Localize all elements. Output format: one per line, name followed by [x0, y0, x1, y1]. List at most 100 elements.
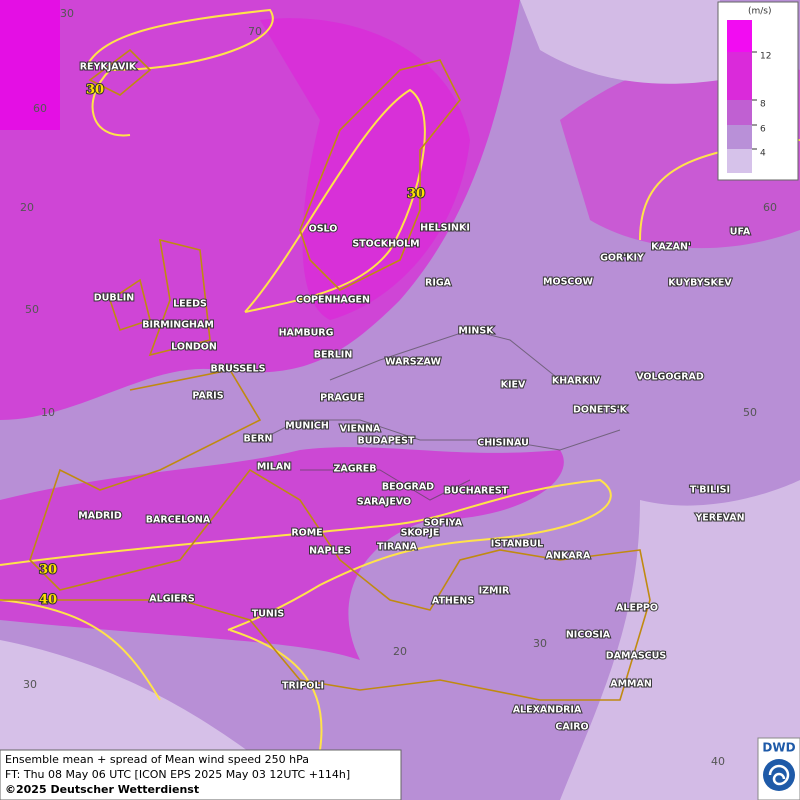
- graticule-label: 70: [248, 25, 262, 38]
- city-label: KAZAN': [651, 242, 691, 253]
- city-label: KHARKIV: [552, 376, 601, 387]
- copyright: ©2025 Deutscher Wetterdienst: [5, 783, 199, 796]
- city-label: VOLGOGRAD: [636, 372, 704, 383]
- city-label: OSLO: [309, 224, 338, 235]
- contour-40: [0, 599, 323, 751]
- contour-label: 40: [39, 593, 57, 608]
- city-label: DAMASCUS: [606, 651, 667, 662]
- legend-swatch: [727, 20, 752, 52]
- city-label: BEOGRAD: [382, 482, 434, 493]
- jet-south: [0, 447, 564, 660]
- city-label: TUNIS: [252, 609, 285, 620]
- legend: (m/s) 12 8 6 4: [717, 1, 799, 181]
- city-label: SOFIYA: [424, 518, 463, 529]
- legend-ticks: 12 8 6 4: [752, 51, 771, 159]
- city-label: NAPLES: [309, 546, 351, 557]
- contour-label: 30: [407, 187, 425, 202]
- city-label: NICOSIA: [566, 630, 611, 641]
- city-label: MILAN: [257, 462, 291, 473]
- city-label: BRUSSELS: [211, 364, 266, 375]
- city-label: YEREVAN: [694, 513, 744, 524]
- city-label: STOCKHOLM: [352, 239, 419, 250]
- city-label: BUCHAREST: [444, 486, 509, 497]
- graticule-label: 50: [743, 406, 757, 419]
- city-label: LEEDS: [173, 299, 207, 310]
- graticule-label: 30: [60, 7, 74, 20]
- city-label: MADRID: [78, 511, 122, 522]
- graticule-label: 20: [20, 201, 34, 214]
- jet-max: [260, 18, 470, 321]
- legend-swatch: [727, 149, 752, 173]
- city-label: UFA: [730, 227, 751, 238]
- caption-box: [0, 749, 402, 800]
- city-label: ALEXANDRIA: [513, 705, 582, 716]
- city-label: BERLIN: [314, 350, 353, 361]
- legend-swatch: [727, 125, 752, 149]
- contour-label: 30: [86, 83, 104, 98]
- city-label: TRIPOLI: [282, 681, 324, 692]
- city-label: T'BILISI: [690, 485, 730, 496]
- borders: [259, 329, 621, 501]
- calm-area: [520, 0, 720, 84]
- city-label: BIRMINGHAM: [142, 320, 214, 331]
- logo-swirl: [768, 764, 790, 786]
- city-label: CHISINAU: [477, 438, 529, 449]
- city-label: SKOPJE: [401, 528, 440, 539]
- caption-line: Ensemble mean + spread of Mean wind spee…: [5, 753, 309, 766]
- contour-30: [0, 478, 612, 631]
- city-label: ALEPPO: [616, 603, 658, 614]
- city-label: WARSZAW: [385, 357, 441, 368]
- legend-unit: (m/s): [748, 7, 772, 17]
- coastlines: [0, 48, 651, 701]
- city-label: LONDON: [171, 342, 217, 353]
- city-label: SARAJEVO: [357, 497, 411, 508]
- city-label: MINSK: [458, 326, 494, 337]
- city-label: BERN: [244, 434, 273, 445]
- legend-swatch: [727, 52, 752, 100]
- contour-labels: 30 30 30 40: [38, 82, 426, 609]
- contour-30: [84, 8, 274, 137]
- contours: [0, 8, 800, 751]
- city-label: MUNICH: [285, 421, 329, 432]
- city-label: ATHENS: [432, 596, 474, 607]
- city-label: IZMIR: [479, 586, 510, 597]
- city-label: BARCELONA: [146, 515, 211, 526]
- logo: DWD: [757, 737, 800, 800]
- graticule-label: 10: [41, 406, 55, 419]
- calm-area: [560, 480, 800, 800]
- grid-labels: 30 70 60 20 50 10 30 20 30 40 50 60: [20, 7, 777, 768]
- graticule-label: 60: [33, 102, 47, 115]
- legend-swatch: [727, 100, 752, 125]
- city-label: HELSINKI: [420, 223, 470, 234]
- city-label: ISTANBUL: [491, 539, 543, 550]
- city-label: ANKARA: [546, 551, 591, 562]
- city-label: GOR'KIY: [600, 253, 644, 264]
- graticule-label: 30: [23, 678, 37, 691]
- city-label: PARIS: [192, 391, 223, 402]
- city-label: COPENHAGEN: [296, 295, 370, 306]
- city-label: ZAGREB: [333, 464, 376, 475]
- legend-tick-label: 12: [760, 52, 771, 62]
- legend-tick-label: 8: [760, 100, 766, 110]
- city-label: PRAGUE: [320, 393, 364, 404]
- city-label: RIGA: [425, 278, 452, 289]
- city-label: REYKJAVIK: [80, 62, 137, 73]
- city-label: TIRANA: [377, 542, 418, 553]
- legend-tick-label: 4: [760, 149, 766, 159]
- city-label: ROME: [291, 528, 322, 539]
- graticule-label: 60: [763, 201, 777, 214]
- graticule-label: 40: [711, 755, 725, 768]
- caption: Ensemble mean + spread of Mean wind spee…: [0, 749, 402, 800]
- graticule-label: 20: [393, 645, 407, 658]
- legend-tick-label: 6: [760, 125, 766, 135]
- city-label: HAMBURG: [279, 328, 334, 339]
- jet-max: [0, 0, 60, 130]
- city-label: BUDAPEST: [358, 436, 415, 447]
- city-label: MOSCOW: [543, 277, 593, 288]
- city-label: DUBLIN: [94, 293, 134, 304]
- city-label: VIENNA: [340, 424, 381, 435]
- logo-text: DWD: [762, 741, 795, 755]
- graticule-label: 50: [25, 303, 39, 316]
